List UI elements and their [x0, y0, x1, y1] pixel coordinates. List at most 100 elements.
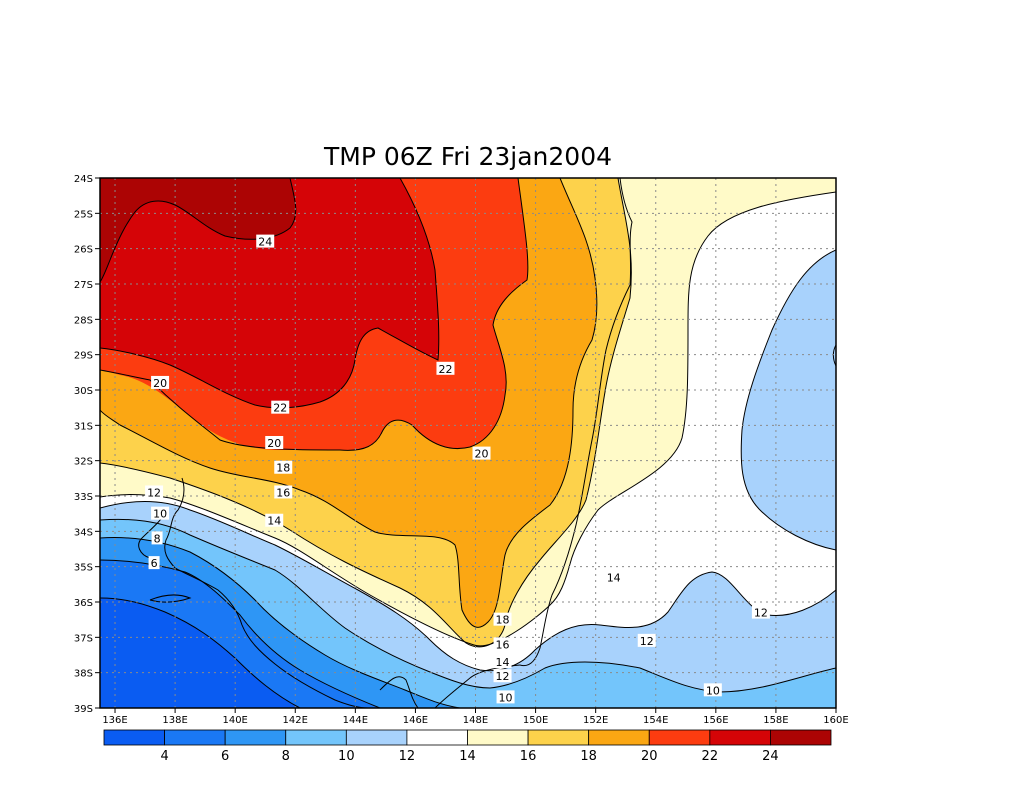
contour-label-bg	[145, 485, 164, 499]
contour-label: 14	[496, 656, 510, 669]
y-tick-label: 35S	[74, 563, 93, 574]
colorbar-swatch	[709, 729, 771, 746]
x-tick-label: 138E	[162, 715, 187, 726]
colorbar-swatch	[406, 729, 468, 746]
contour-line	[100, 178, 598, 628]
colorbar-swatch	[527, 729, 590, 746]
y-tick-label: 39S	[74, 704, 93, 715]
colorbar-swatch	[588, 729, 650, 746]
contour-label: 10	[153, 508, 167, 521]
contour-label: 6	[151, 557, 158, 570]
contour-label-bg	[472, 446, 491, 460]
colorbar: 4 6 8 10 12 14 16 18 20 22 24	[103, 729, 832, 764]
y-tick-label: 24S	[74, 174, 93, 185]
y-tick-label: 30S	[74, 386, 93, 397]
colorbar-label: 24	[762, 749, 779, 764]
contour-label: 22	[438, 363, 452, 376]
y-tick-label: 25S	[74, 209, 93, 220]
contour-label: 12	[640, 635, 654, 648]
contour-labels: 2422222020201816141210861816141210141212…	[145, 234, 770, 704]
x-tick-label: 154E	[643, 715, 668, 726]
contour-label-bg	[151, 375, 170, 389]
colorbar-label: 4	[160, 749, 168, 764]
colorbar-swatch	[648, 729, 711, 746]
colorbar-label: 10	[338, 749, 355, 764]
contour-label-bg	[265, 436, 284, 449]
y-tick-label: 28S	[74, 315, 93, 326]
contour-label: 14	[607, 571, 621, 584]
contour-label: 16	[496, 638, 510, 651]
y-tick-label: 34S	[74, 527, 93, 538]
contour-label: 20	[267, 437, 281, 450]
x-tick-label: 136E	[102, 715, 127, 726]
coastline	[149, 594, 192, 603]
contour-label-bg	[256, 234, 275, 248]
contour-label-bg	[637, 633, 656, 647]
contour-label-bg	[436, 361, 455, 375]
x-tick-label: 142E	[283, 715, 308, 726]
x-tick-label: 160E	[823, 715, 848, 726]
x-tick-label: 158E	[763, 715, 788, 726]
colorbar-label: 6	[221, 749, 229, 764]
x-tick-label: 152E	[583, 715, 608, 726]
temperature-fill-layer	[100, 178, 836, 708]
coastline	[379, 676, 419, 708]
contour-label-bg	[493, 669, 512, 683]
contour-line	[100, 191, 836, 647]
contour-label-bg	[148, 556, 160, 570]
x-tick-label: 150E	[523, 715, 548, 726]
contour-line	[100, 597, 301, 708]
contour-label: 10	[706, 684, 720, 697]
contour-label-bg	[151, 506, 170, 520]
y-tick-label: 38S	[74, 669, 93, 680]
contour-label-bg	[493, 612, 512, 626]
colorbar-label: 12	[399, 749, 416, 764]
contour-label-bg	[151, 531, 163, 545]
colorbar-swatch	[345, 729, 408, 746]
contour-line	[100, 559, 381, 708]
temperature-band-10-12	[741, 250, 836, 550]
contour-label-bg	[493, 655, 512, 669]
contour-label: 14	[267, 515, 281, 528]
y-tick-label: 36S	[74, 598, 93, 609]
y-tick-label: 33S	[74, 492, 93, 503]
plot-frame	[99, 177, 837, 709]
contour-label: 18	[496, 614, 510, 627]
contour-label-bg	[271, 400, 290, 414]
y-tick-label: 32S	[74, 457, 93, 468]
contour-label: 20	[153, 377, 167, 390]
chart-title: TMP 06Z Fri 23jan2004	[323, 142, 612, 171]
colorbar-swatch	[103, 729, 165, 746]
coastline	[519, 178, 633, 667]
colorbar-swatch	[285, 729, 347, 746]
y-tick-label: 29S	[74, 351, 93, 362]
temperature-band-24-26	[100, 178, 296, 282]
colorbar-label: 18	[580, 749, 597, 764]
y-tick-label: 31S	[74, 421, 93, 432]
x-tick-label: 156E	[703, 715, 728, 726]
contour-label-bg	[274, 460, 293, 474]
contour-label: 12	[754, 607, 768, 620]
x-tick-label: 140E	[222, 715, 247, 726]
y-tick-label: 27S	[74, 280, 93, 291]
contour-label: 8	[154, 532, 161, 545]
lat-lon-grid	[100, 178, 836, 708]
contour-label: 10	[499, 691, 513, 704]
contour-label-bg	[496, 690, 515, 704]
y-tick-label: 37S	[74, 633, 93, 644]
contour-line	[100, 537, 461, 708]
colorbar-label: 14	[459, 749, 476, 764]
colorbar-label: 22	[702, 749, 719, 764]
contour-label-bg	[274, 485, 293, 499]
contour-label: 18	[276, 462, 290, 475]
contour-label: 20	[475, 448, 489, 461]
contour-label-bg	[604, 570, 623, 584]
colorbar-swatch	[164, 729, 226, 746]
contour-label: 12	[147, 486, 161, 499]
x-tick-label: 144E	[343, 715, 368, 726]
axis-ticks: 136E 138E 140E 142E 144E 146E 148E 150E 152E 154E…	[74, 174, 849, 726]
x-tick-label: 148E	[463, 715, 488, 726]
contour-line	[740, 249, 836, 551]
contour-label-bg	[493, 637, 512, 651]
temperature-band-0-4	[100, 598, 300, 708]
